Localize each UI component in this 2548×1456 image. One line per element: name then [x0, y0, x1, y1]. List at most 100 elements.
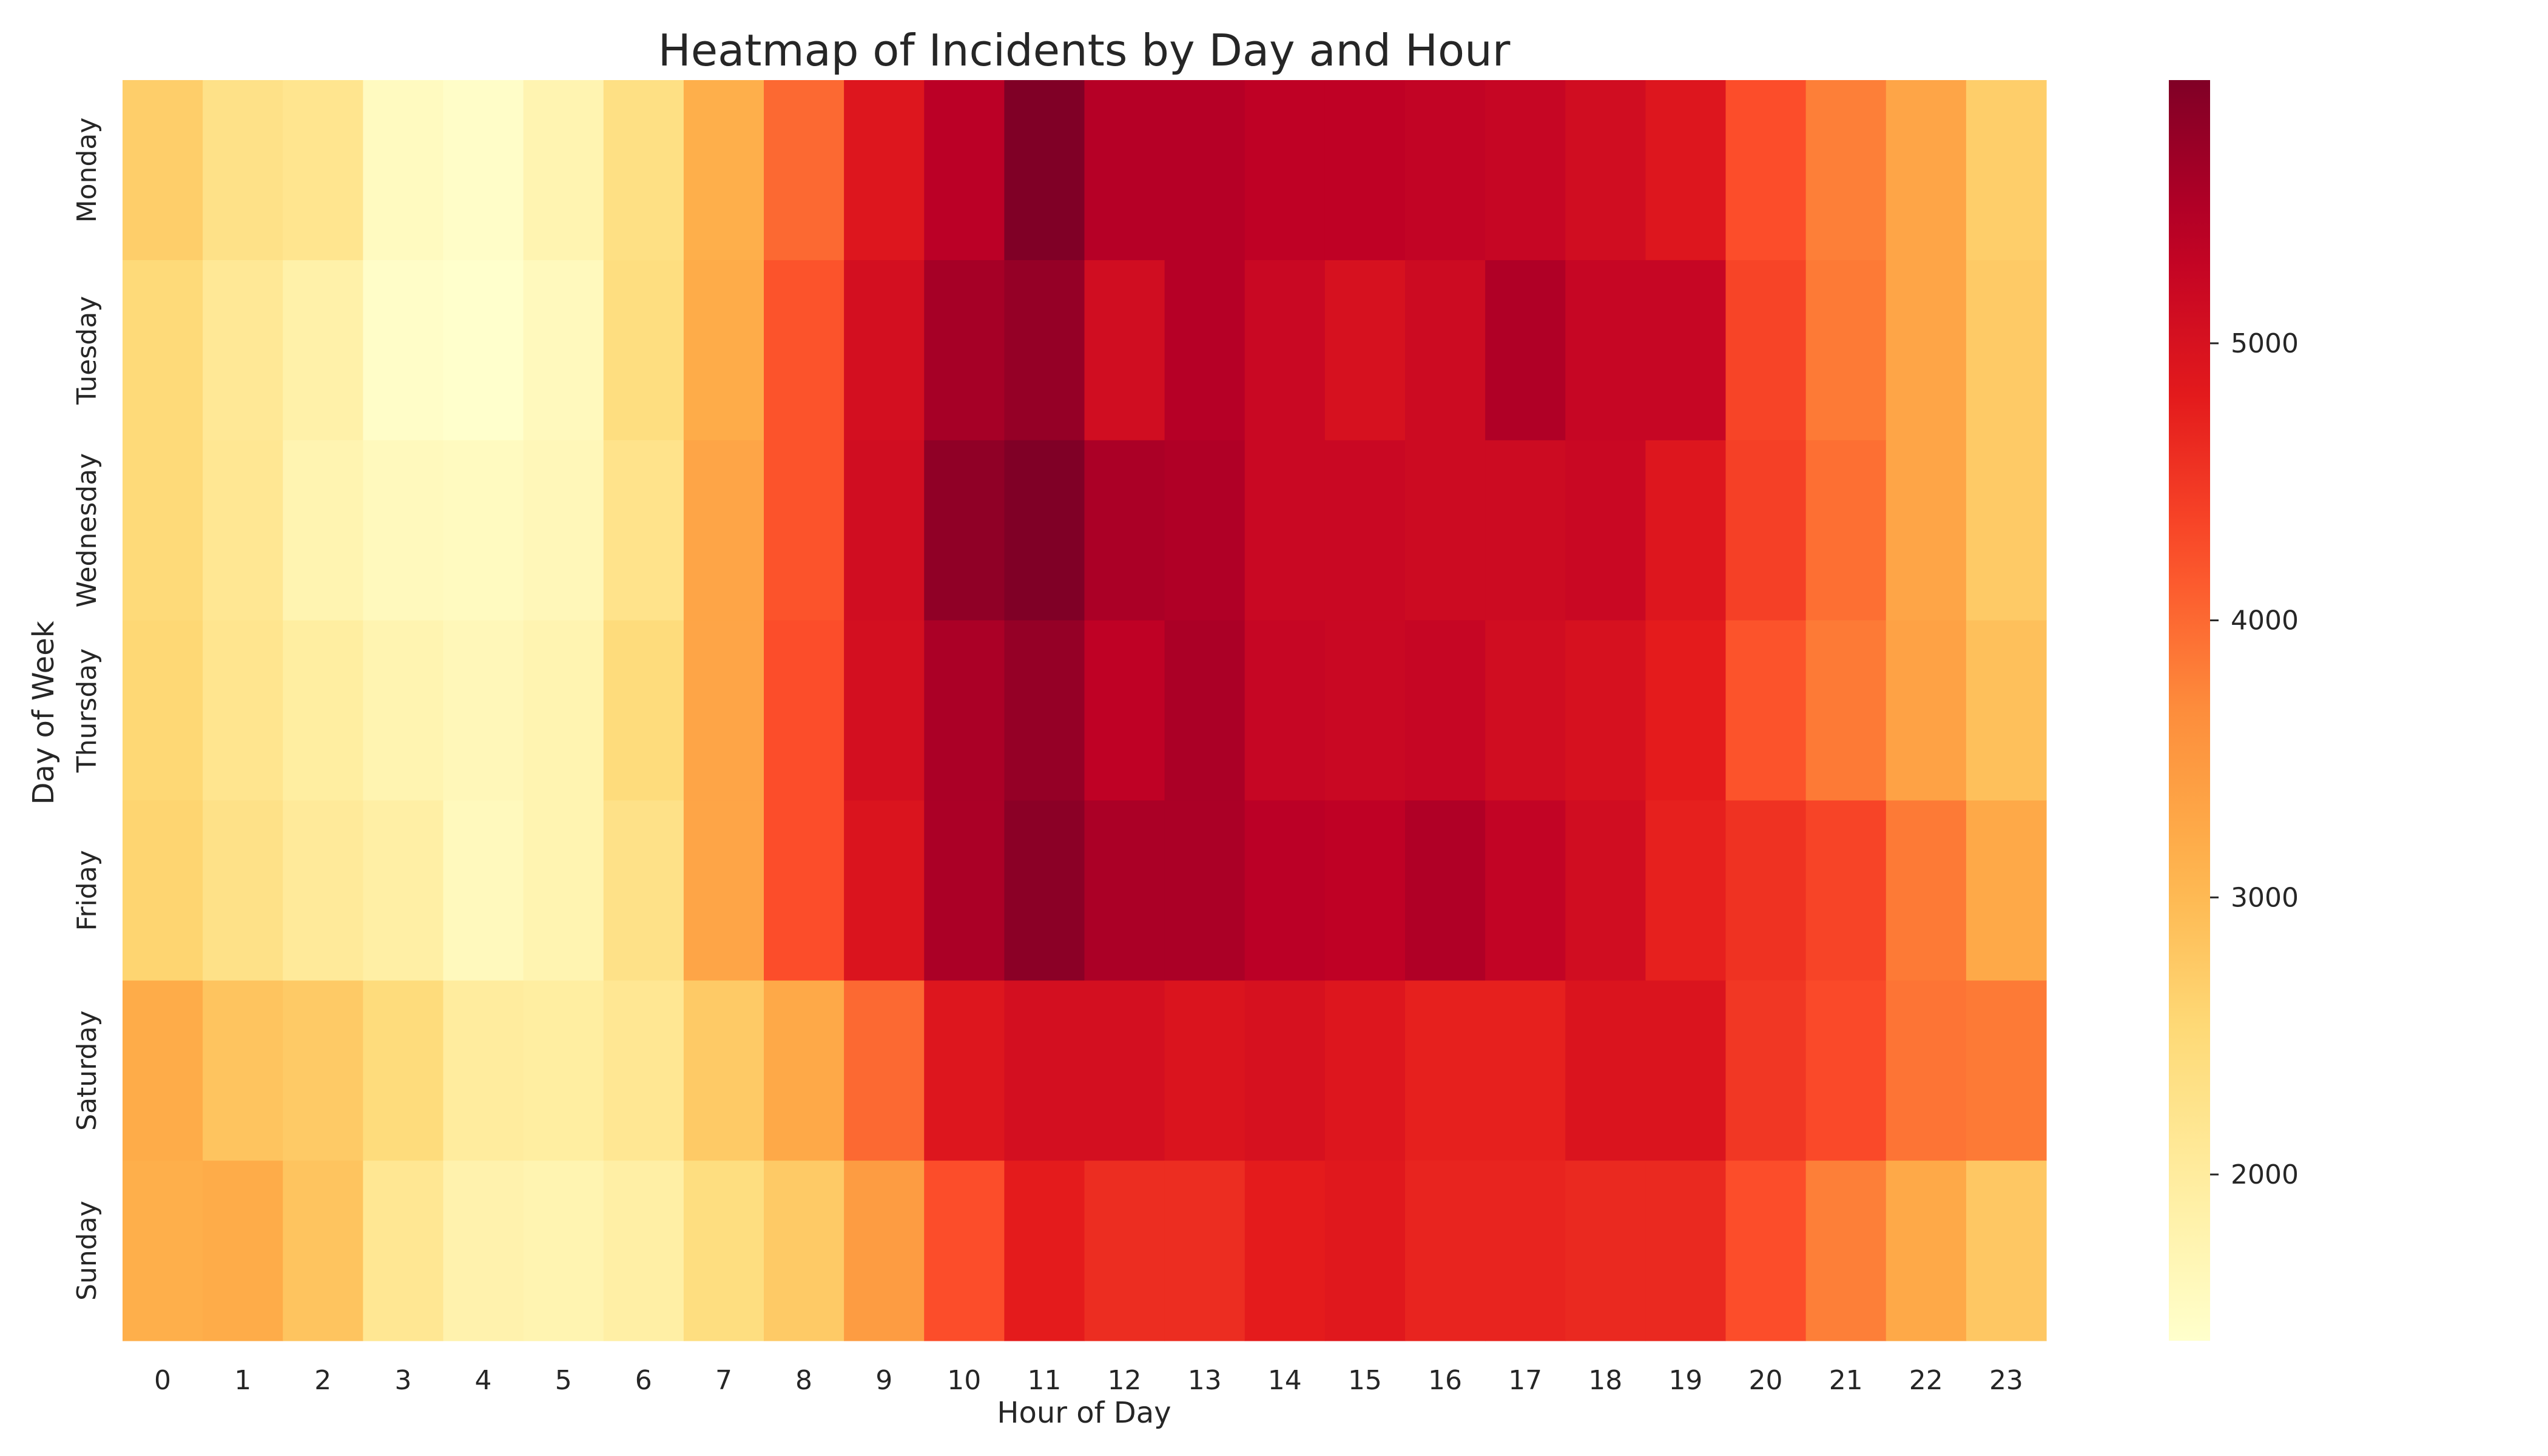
heatmap-cell: [1244, 260, 1326, 441]
x-tick-label: 15: [1348, 1365, 1382, 1396]
heatmap-cell: [764, 260, 844, 441]
x-tick-label: 4: [475, 1365, 492, 1396]
heatmap-cell: [603, 800, 684, 981]
heatmap-cell: [443, 620, 524, 801]
heatmap-cells: [123, 80, 2047, 1341]
heatmap-cell: [1244, 440, 1326, 621]
heatmap-cell: [1405, 80, 1486, 261]
y-tick-label: Friday: [72, 850, 103, 931]
heatmap-cell: [683, 800, 764, 981]
heatmap-cell: [1004, 80, 1085, 261]
heatmap-cell: [1324, 260, 1406, 441]
heatmap-cell: [1805, 1161, 1887, 1341]
heatmap-cell: [1244, 800, 1326, 981]
heatmap-cell: [1405, 980, 1486, 1161]
heatmap-cell: [1645, 80, 1727, 261]
heatmap-cell: [1725, 1161, 1807, 1341]
heatmap-cell: [683, 80, 764, 261]
colorbar: [2169, 80, 2210, 1341]
y-tick-label: Monday: [72, 118, 103, 223]
y-tick-label: Thursday: [72, 649, 103, 774]
x-tick-label: 10: [947, 1365, 981, 1396]
heatmap-cell: [603, 440, 684, 621]
heatmap-cell: [1805, 980, 1887, 1161]
heatmap-cell: [844, 800, 925, 981]
y-tick-labels: Monday Tuesday Wednesday Thursday Friday Satu…: [72, 118, 103, 1301]
heatmap-cell: [523, 620, 604, 801]
heatmap-cell: [844, 440, 925, 621]
heatmap-cell: [363, 80, 444, 261]
heatmap-cell: [1004, 440, 1085, 621]
heatmap-cell: [1725, 980, 1807, 1161]
heatmap-cell: [1084, 620, 1165, 801]
heatmap-cell: [924, 80, 1005, 261]
heatmap-cell: [523, 1161, 604, 1341]
heatmap-cell: [283, 80, 363, 261]
heatmap-cell: [1244, 80, 1326, 261]
heatmap-cell: [1645, 440, 1727, 621]
heatmap-cell: [203, 1161, 283, 1341]
x-tick-label: 16: [1428, 1365, 1462, 1396]
heatmap-cell: [1324, 980, 1406, 1161]
heatmap-cell: [523, 800, 604, 981]
heatmap-cell: [1565, 260, 1646, 441]
x-tick-label: 5: [555, 1365, 572, 1396]
heatmap-cell: [283, 980, 363, 1161]
heatmap-cell: [1004, 800, 1085, 981]
heatmap-cell: [1004, 980, 1085, 1161]
heatmap-cell: [764, 1161, 844, 1341]
heatmap-cell: [443, 1161, 524, 1341]
heatmap-cell: [123, 980, 203, 1161]
heatmap-cell: [1164, 620, 1245, 801]
heatmap-cell: [924, 260, 1005, 441]
y-tick-label: Tuesday: [72, 296, 103, 405]
heatmap-cell: [1485, 980, 1566, 1161]
heatmap-cell: [683, 260, 764, 441]
heatmap-cell: [764, 800, 844, 981]
heatmap-cell: [1084, 1161, 1165, 1341]
heatmap-cell: [1805, 620, 1887, 801]
heatmap-cell: [844, 1161, 925, 1341]
heatmap-cell: [1084, 440, 1165, 621]
heatmap-cell: [1886, 1161, 1967, 1341]
heatmap-cell: [1164, 440, 1245, 621]
heatmap-cell: [1966, 800, 2047, 981]
heatmap-cell: [1485, 80, 1566, 261]
heatmap-cell: [1565, 1161, 1646, 1341]
heatmap-cell: [1164, 980, 1245, 1161]
x-tick-label: 13: [1188, 1365, 1222, 1396]
heatmap-cell: [523, 440, 604, 621]
heatmap-cell: [1966, 440, 2047, 621]
heatmap-cell: [1725, 80, 1807, 261]
heatmap-cell: [1324, 80, 1406, 261]
heatmap-cell: [363, 440, 444, 621]
colorbar-tick-label: 2000: [2231, 1159, 2299, 1190]
heatmap-cell: [1886, 80, 1967, 261]
x-tick-label: 1: [234, 1365, 251, 1396]
heatmap-cell: [1565, 440, 1646, 621]
heatmap-cell: [1725, 440, 1807, 621]
heatmap-cell: [1405, 1161, 1486, 1341]
x-tick-label: 0: [154, 1365, 171, 1396]
heatmap-cell: [603, 80, 684, 261]
x-tick-label: 8: [795, 1365, 812, 1396]
heatmap-cell: [363, 620, 444, 801]
heatmap-cell: [123, 260, 203, 441]
heatmap-cell: [123, 620, 203, 801]
heatmap-cell: [1645, 260, 1727, 441]
heatmap-cell: [523, 980, 604, 1161]
heatmap-cell: [1004, 260, 1085, 441]
y-axis-label: Day of Week: [27, 621, 61, 804]
heatmap-cell: [203, 80, 283, 261]
heatmap-cell: [1324, 440, 1406, 621]
heatmap-cell: [1164, 800, 1245, 981]
heatmap-cell: [443, 440, 524, 621]
heatmap-cell: [1164, 1161, 1245, 1341]
heatmap-cell: [203, 440, 283, 621]
heatmap-cell: [1244, 620, 1326, 801]
heatmap-cell: [844, 980, 925, 1161]
heatmap-cell: [523, 80, 604, 261]
heatmap-cell: [683, 440, 764, 621]
heatmap-cell: [283, 800, 363, 981]
